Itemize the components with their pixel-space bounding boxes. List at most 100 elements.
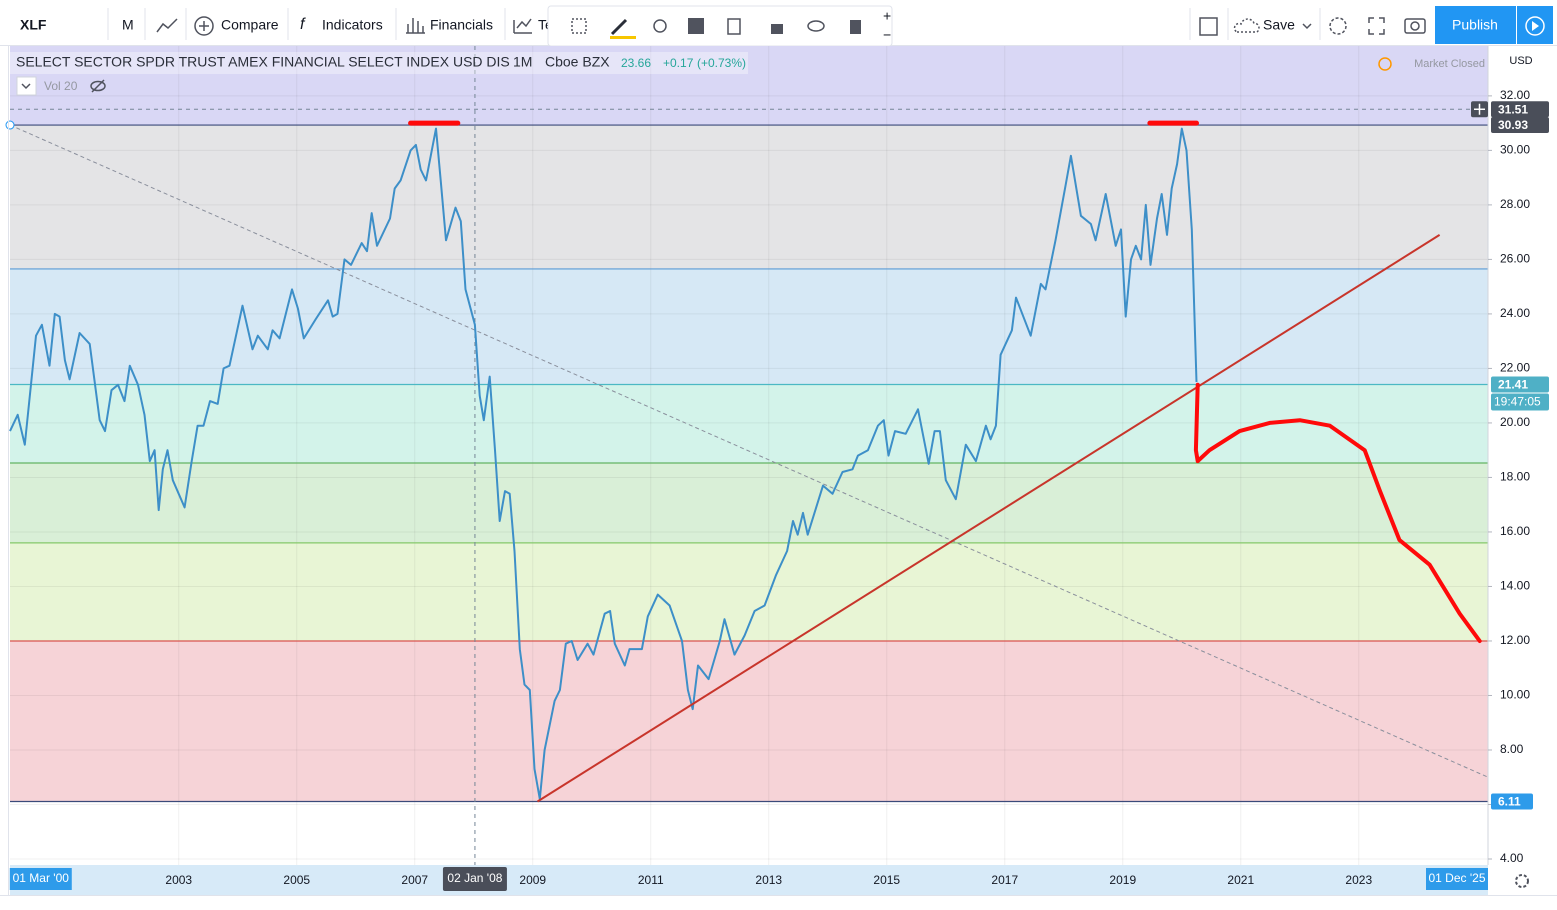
price-axis <box>1488 46 1557 865</box>
compare-icon[interactable] <box>194 16 214 36</box>
countdown-tag <box>1491 393 1549 411</box>
visibility-icon[interactable] <box>807 20 825 32</box>
anchor-handle <box>5 120 15 130</box>
legend-title: SELECT SECTOR SPDR TRUST AMEX FINANCIAL … <box>16 54 510 70</box>
trend-line <box>536 234 1441 803</box>
x-tick-label: 2011 <box>638 873 664 887</box>
save-button[interactable]: Save <box>1263 17 1295 33</box>
status-icon <box>1378 57 1392 71</box>
dashed-line <box>9 124 1489 778</box>
legend-change-pct: (+0.73%) <box>697 56 746 70</box>
symbol[interactable]: XLF <box>20 17 47 33</box>
expand-plus[interactable]: + <box>883 8 891 24</box>
x-tick-label: 2023 <box>1345 873 1372 887</box>
settings-icon[interactable] <box>653 19 667 33</box>
fullscreen-icon[interactable] <box>1368 17 1385 35</box>
hidden-icon[interactable] <box>90 80 106 92</box>
price-tag-label: 6.11 <box>1498 795 1521 809</box>
price-tag-label: 30.93 <box>1498 118 1528 132</box>
zone <box>10 125 1488 269</box>
screenshot-icon[interactable] <box>1404 18 1426 34</box>
x-tick-label: 2017 <box>991 873 1018 887</box>
forecast-drawing <box>1193 382 1482 643</box>
settings-icon[interactable] <box>1329 17 1347 35</box>
price-tag-label: 31.51 <box>1498 102 1528 116</box>
y-tick-label: 24.00 <box>1500 306 1530 320</box>
chart-style-icon[interactable] <box>156 18 178 33</box>
y-tick-label: 10.00 <box>1500 688 1530 702</box>
clone-icon[interactable] <box>727 18 741 35</box>
save-menu-caret[interactable] <box>1302 23 1312 30</box>
price-tag <box>1491 376 1549 393</box>
delete-icon[interactable] <box>850 20 861 34</box>
market-status: Market Closed <box>1414 58 1485 70</box>
layout-icon[interactable] <box>1199 17 1218 36</box>
indicators-icon[interactable]: f <box>300 16 306 33</box>
time-axis-corner <box>1488 865 1557 895</box>
x-tick-label: 2005 <box>283 873 310 887</box>
templates-icon[interactable] <box>513 18 532 34</box>
financials-button[interactable]: Financials <box>430 17 493 33</box>
price-tag-label: 21.41 <box>1498 378 1528 392</box>
crosshair-date-tag <box>442 867 507 891</box>
x-tick-label: 2013 <box>755 873 782 887</box>
stream-icon <box>1525 16 1545 36</box>
legend-volume: Vol 20 <box>44 79 78 93</box>
y-tick-label: 14.00 <box>1500 579 1530 593</box>
chart: 4.006.008.0010.0012.0014.0016.0018.0020.… <box>0 46 1557 896</box>
interval-button[interactable]: M <box>122 17 134 33</box>
zone <box>10 462 1488 543</box>
price-tag <box>1491 117 1549 134</box>
zone <box>10 268 1488 385</box>
pen-icon[interactable] <box>610 18 628 36</box>
crosshair-date: 02 Jan '08 <box>447 871 502 885</box>
crosshair-button-icon <box>1474 103 1485 115</box>
y-tick-label: 22.00 <box>1500 361 1530 375</box>
axis-settings[interactable] <box>1515 874 1529 888</box>
expand-minus[interactable]: − <box>883 27 891 43</box>
y-tick-label: 8.00 <box>1500 742 1524 756</box>
legend-toggle[interactable] <box>16 76 37 96</box>
cloud-icon <box>1233 18 1260 33</box>
y-tick-label: 32.00 <box>1500 88 1530 102</box>
range-date: 01 Mar '00 <box>13 871 70 885</box>
x-tick-label: 2015 <box>873 873 900 887</box>
legend-interval: 1M <box>513 54 532 70</box>
x-tick-label: 2019 <box>1109 873 1136 887</box>
stream-icon-play <box>1532 21 1539 31</box>
zone <box>10 640 1488 802</box>
y-tick-label: 30.00 <box>1500 143 1530 157</box>
fill-icon[interactable] <box>688 18 704 34</box>
financials-icon[interactable] <box>406 18 425 34</box>
y-tick-label: 12.00 <box>1500 633 1530 647</box>
range-date-tag <box>9 868 72 890</box>
y-tick-label: 18.00 <box>1500 470 1530 484</box>
y-tick-label: 4.00 <box>1500 851 1524 865</box>
range-date: 01 Dec '25 <box>1429 871 1486 885</box>
price-tag <box>1491 793 1533 810</box>
compare-icon-plus <box>199 21 209 31</box>
time-axis <box>10 865 1488 895</box>
zone <box>10 46 1488 126</box>
screenshot-lens <box>1410 21 1420 31</box>
x-tick-label: 2021 <box>1227 873 1254 887</box>
legend-exchange: Cboe BZX <box>545 54 610 70</box>
y-tick-label: 26.00 <box>1500 252 1530 266</box>
price-line <box>9 127 1198 800</box>
price-tag <box>1491 101 1549 118</box>
lock-icon[interactable] <box>771 24 783 34</box>
select-icon[interactable] <box>571 18 587 34</box>
countdown: 19:47:05 <box>1494 395 1541 409</box>
publish-button-bg[interactable] <box>1435 6 1516 44</box>
indicators-button[interactable]: Indicators <box>322 17 383 33</box>
currency[interactable]: USD <box>1509 55 1532 67</box>
compare-button[interactable]: Compare <box>221 17 279 33</box>
drawing-toolbar <box>547 5 893 47</box>
publish-button[interactable]: Publish <box>1452 17 1498 33</box>
y-tick-label: 16.00 <box>1500 524 1530 538</box>
chart-overlay: SELECT SECTOR SPDR TRUST AMEX FINANCIAL … <box>10 52 1533 96</box>
y-tick-label: 28.00 <box>1500 197 1530 211</box>
legend-bg <box>10 52 748 74</box>
